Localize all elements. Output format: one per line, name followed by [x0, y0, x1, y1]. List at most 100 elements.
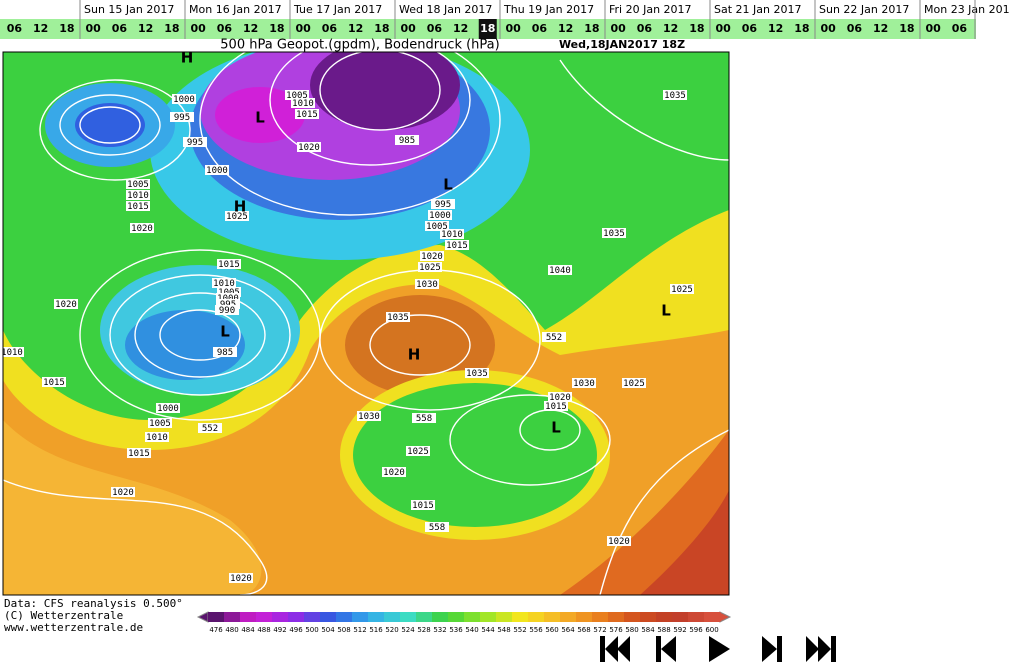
hour-cell[interactable]: 00: [925, 22, 941, 35]
isobar-label: 995: [187, 138, 203, 148]
hour-cell[interactable]: 00: [190, 22, 206, 35]
legend-label: 476: [209, 626, 223, 634]
isobar-label-box: [126, 179, 150, 189]
isobar-label-box: [291, 98, 315, 108]
hour-cell[interactable]: 06: [7, 22, 23, 35]
isobar-label: 1005: [426, 222, 448, 232]
hour-cell[interactable]: 06: [532, 22, 548, 35]
isobar-label-box: [170, 112, 194, 122]
isobar-label: 1030: [416, 280, 438, 290]
hour-cell[interactable]: 18: [164, 22, 179, 35]
hour-cell[interactable]: 18: [689, 22, 704, 35]
isobar-label: 1040: [549, 266, 571, 276]
hour-cell[interactable]: 12: [663, 22, 678, 35]
legend-label: 560: [545, 626, 558, 634]
hour-cell[interactable]: 06: [217, 22, 233, 35]
next-frame-button[interactable]: [762, 636, 782, 662]
legend-label: 512: [353, 626, 366, 634]
selected-hour: [478, 19, 497, 39]
previous-frame-button[interactable]: [656, 636, 676, 662]
isobar-label-box: [406, 446, 430, 456]
hour-cell[interactable]: 06: [742, 22, 758, 35]
isobar-label-box: [145, 432, 169, 442]
map-frame: [2, 51, 730, 596]
legend-swatch: [576, 612, 593, 622]
isobar-label-box: [215, 305, 239, 315]
hour-cell[interactable]: 00: [505, 22, 521, 35]
isobar-label-box: [418, 262, 442, 272]
hour-cell[interactable]: 18: [269, 22, 284, 35]
isobar-label-box: [607, 536, 631, 546]
isobar-label-box: [229, 573, 253, 583]
legend-end: [719, 611, 732, 623]
hour-cell[interactable]: 12: [348, 22, 363, 35]
map: 1035100099599510001005101010151020100510…: [3, 52, 729, 595]
hour-cell[interactable]: 00: [85, 22, 101, 35]
isobar-label: 995: [435, 200, 451, 210]
isobar-label: 1010: [441, 230, 463, 240]
hour-cell[interactable]: 12: [768, 22, 783, 35]
hour-cell[interactable]: 12: [138, 22, 153, 35]
legend-swatch: [256, 612, 273, 622]
hour-cell[interactable]: 06: [847, 22, 863, 35]
isobar-label-box: [156, 403, 180, 413]
isobar-label-box: [42, 377, 66, 387]
hour-cell[interactable]: 18: [584, 22, 599, 35]
isobar-label: 1015: [545, 402, 567, 412]
first-frame-button[interactable]: [600, 636, 630, 662]
legend-swatch: [640, 612, 657, 622]
hour-cell[interactable]: 18: [480, 22, 495, 35]
field-area: [310, 52, 460, 130]
hour-cell[interactable]: 12: [243, 22, 258, 35]
hour-cell[interactable]: 18: [794, 22, 809, 35]
day-label: Sun 22 Jan 2017: [819, 3, 909, 16]
hour-cell[interactable]: 00: [400, 22, 416, 35]
map-timestamp: Wed,18JAN2017 18Z: [559, 38, 685, 51]
legend-swatch: [464, 612, 481, 622]
isobar-label: 1020: [421, 252, 443, 262]
hour-cell[interactable]: 06: [637, 22, 653, 35]
hour-cell[interactable]: 00: [820, 22, 836, 35]
hour-cell[interactable]: 12: [453, 22, 468, 35]
hour-cell[interactable]: 12: [873, 22, 888, 35]
playback-controls: [600, 636, 836, 662]
hour-cell[interactable]: 18: [59, 22, 74, 35]
hour-cell[interactable]: 06: [322, 22, 338, 35]
hour-cell[interactable]: 00: [610, 22, 626, 35]
isobar-label: 1025: [419, 263, 441, 273]
hour-cell[interactable]: 18: [899, 22, 914, 35]
isobar-label: 1005: [127, 180, 149, 190]
isobar-label: 1000: [157, 404, 179, 414]
isobar-label: 1015: [446, 241, 468, 251]
hour-cell[interactable]: 06: [952, 22, 968, 35]
hour-cell[interactable]: 00: [715, 22, 731, 35]
isobar-label: 1025: [623, 379, 645, 389]
legend-swatch: [272, 612, 289, 622]
isobar-label: 1035: [603, 229, 625, 239]
isobar-label: 1020: [608, 537, 630, 547]
hour-cell[interactable]: 12: [558, 22, 573, 35]
hour-cell[interactable]: 18: [374, 22, 389, 35]
hour-cell[interactable]: 00: [295, 22, 311, 35]
play-button[interactable]: [709, 636, 730, 662]
legend-label: 480: [225, 626, 238, 634]
legend-swatch: [528, 612, 545, 622]
credit-line: Data: CFS reanalysis 0.500°: [4, 597, 183, 610]
hour-cell[interactable]: 06: [427, 22, 443, 35]
legend-swatch: [432, 612, 449, 622]
isobar-label-box: [395, 135, 419, 145]
hour-cell[interactable]: 06: [112, 22, 128, 35]
isobar-label: 1015: [296, 110, 318, 120]
legend-swatch: [704, 612, 721, 622]
last-frame-button[interactable]: [806, 636, 836, 662]
isobar-label-box: [225, 211, 249, 221]
isobar-label-box: [183, 137, 207, 147]
isobar-label-box: [216, 293, 240, 303]
isobar-label: 1030: [358, 412, 380, 422]
isobar-label-box: [212, 278, 236, 288]
hour-cell[interactable]: 12: [33, 22, 48, 35]
legend-swatch: [448, 612, 465, 622]
isobar-label-box: [411, 500, 435, 510]
legend-swatch: [656, 612, 673, 622]
legend-swatch: [480, 612, 497, 622]
